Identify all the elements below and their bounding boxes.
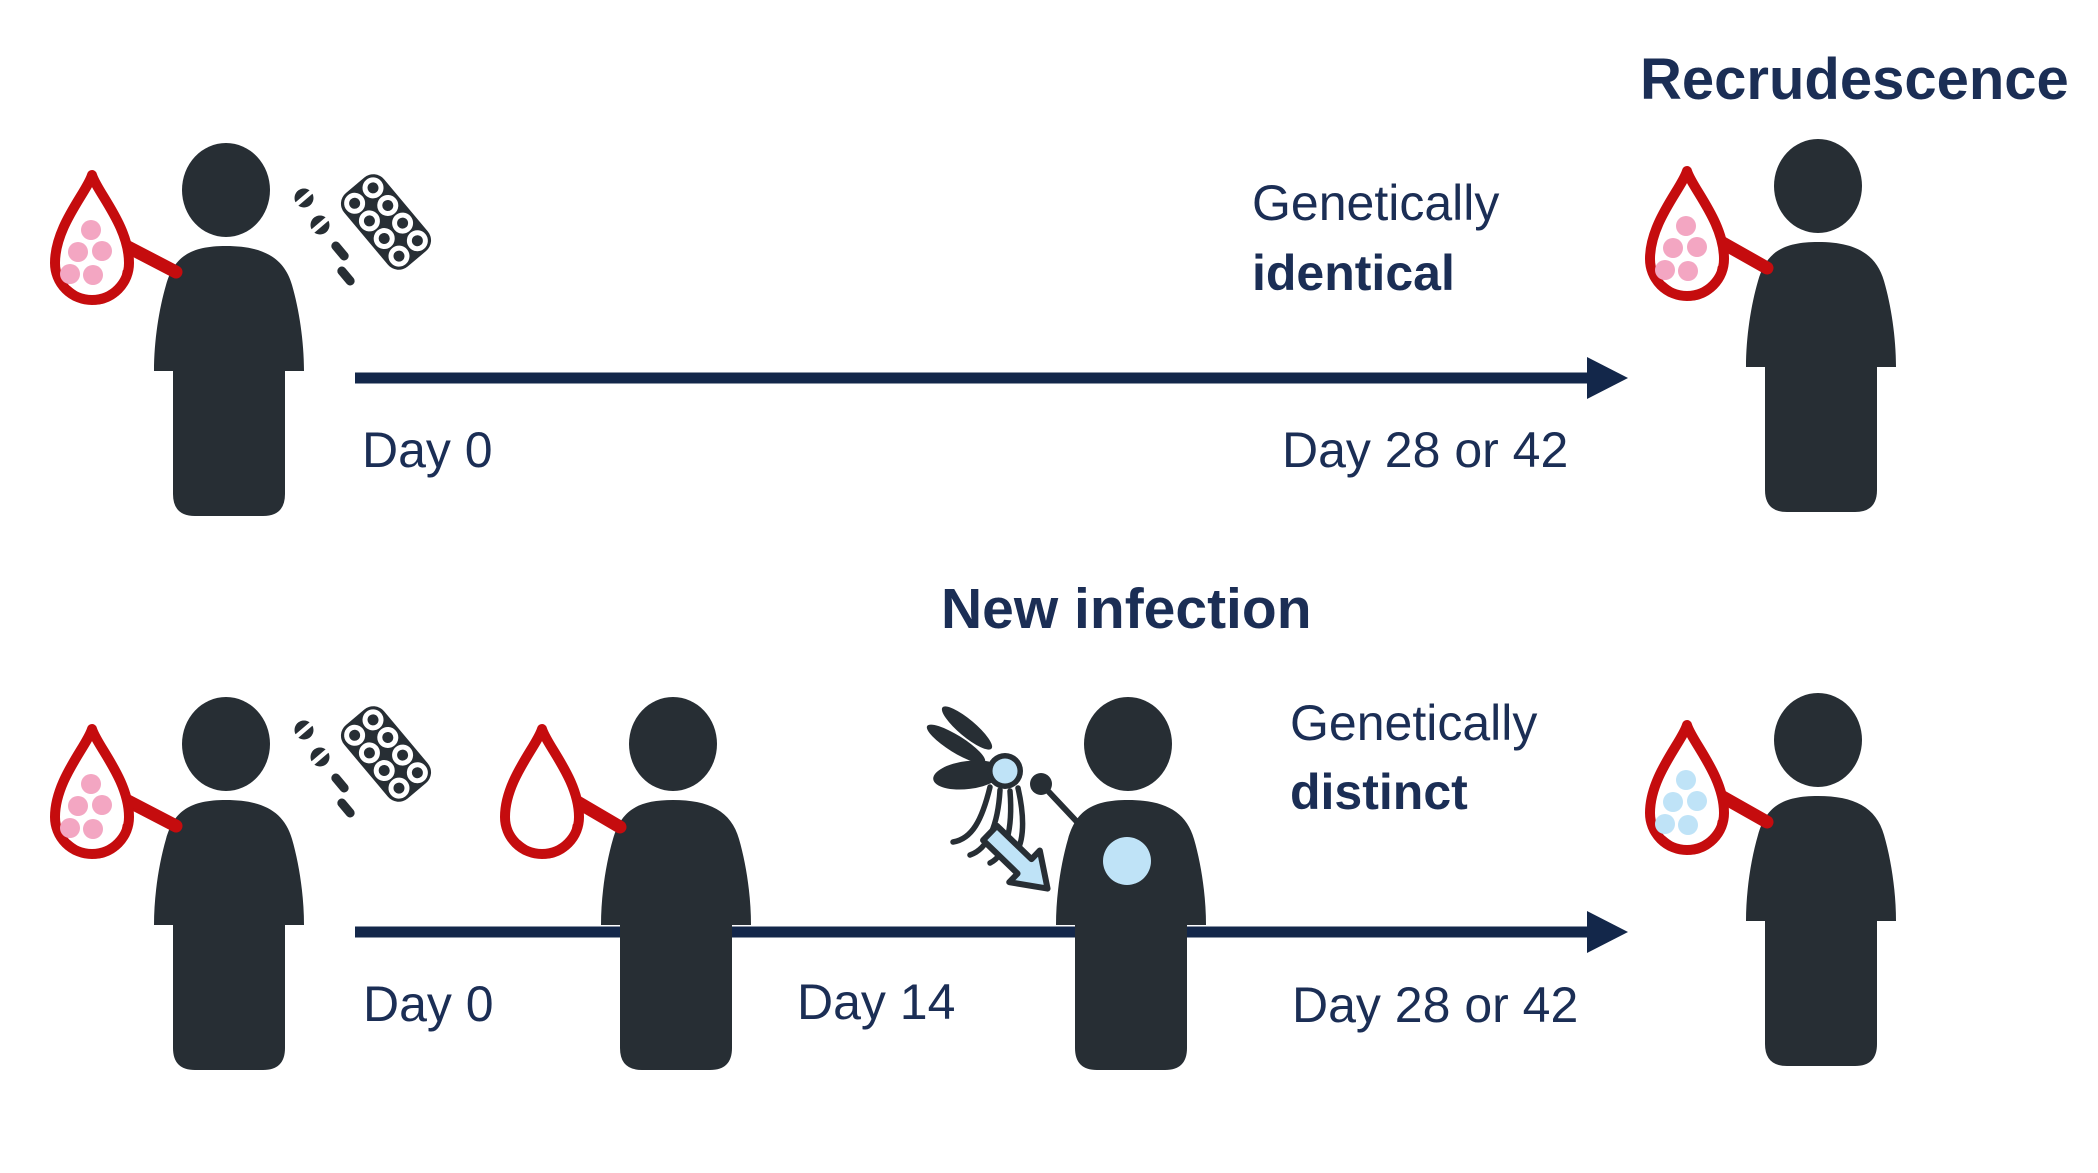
timeline-label-day14: Day 14 (797, 974, 956, 1030)
timeline-label-day28or42-bottom: Day 28 or 42 (1292, 977, 1579, 1033)
genetically-distinct-line2: distinct (1290, 764, 1468, 820)
timeline-label-day28or42-top: Day 28 or 42 (1282, 422, 1569, 478)
person-icon (154, 143, 304, 516)
new-infection-spot-icon (1103, 837, 1151, 885)
blood-draw-line (1714, 789, 1774, 829)
blood-drop-icon (505, 729, 579, 855)
mosquito-bite-arrow-icon (980, 822, 1051, 892)
genetically-identical-line1: Genetically (1252, 175, 1500, 231)
genetically-identical-line2: identical (1252, 245, 1455, 301)
blood-draw-line (1714, 235, 1774, 275)
recrudescence-title: Recrudescence (1640, 47, 2069, 112)
pill-blister-pack-icon (295, 169, 437, 288)
timeline-arrow-icon (355, 357, 1628, 399)
person-icon (1746, 693, 1896, 1066)
blood-draw-line (119, 239, 183, 279)
timeline-label-day0-top: Day 0 (362, 422, 493, 478)
genetically-distinct-line1: Genetically (1290, 695, 1538, 751)
new-infection-title: New infection (941, 577, 1312, 641)
mosquito-icon (926, 706, 1082, 892)
pill-blister-pack-icon (295, 701, 437, 820)
timeline-arrow-icon (355, 911, 1628, 953)
blood-draw-line (119, 793, 183, 833)
person-icon (1746, 139, 1896, 512)
person-icon (601, 697, 751, 1070)
timeline-label-day0-bottom: Day 0 (363, 976, 494, 1032)
parasite-dot-on-mosquito (992, 758, 1018, 784)
person-icon (154, 697, 304, 1070)
